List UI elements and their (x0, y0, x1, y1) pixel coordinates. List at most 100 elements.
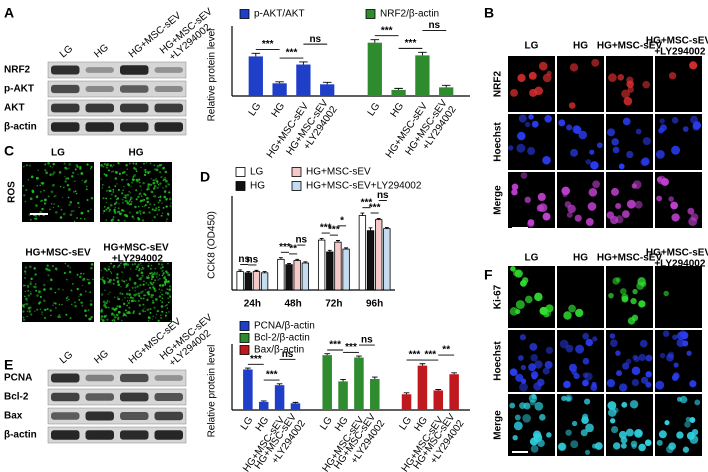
error-bar (246, 271, 251, 273)
micrograph-cell (162, 179, 165, 182)
micrograph-cell (166, 288, 169, 291)
micrograph-cell (109, 291, 111, 294)
micrograph-cell (117, 283, 121, 287)
micrograph-cell (71, 175, 74, 178)
micrograph-cell (137, 216, 139, 219)
micrograph-cell (163, 276, 166, 280)
micrograph-cell (139, 200, 142, 203)
micrograph-cell (152, 315, 154, 317)
micrograph-cell (130, 200, 133, 203)
micrograph-cell (144, 310, 147, 312)
significance-label: *** (409, 350, 421, 361)
micrograph-cell (588, 188, 598, 197)
error-bar (368, 227, 373, 231)
blot-band (85, 103, 114, 113)
error-bar (403, 392, 410, 395)
micrograph-cell (153, 203, 156, 206)
micrograph-cell (542, 367, 550, 375)
micrograph-cell (656, 195, 663, 202)
micrograph-cell (118, 264, 121, 267)
micrograph-cell (51, 265, 54, 268)
micrograph-cell (25, 273, 27, 275)
micrograph-cell (509, 307, 519, 316)
micrograph-cell (43, 288, 46, 291)
micrograph-cell (103, 315, 106, 318)
micrograph-cell (165, 311, 168, 314)
micrograph-cell (126, 193, 130, 197)
micrograph-cell (591, 443, 598, 449)
micrograph-cell (122, 302, 126, 306)
error-bar (327, 249, 332, 252)
micrograph-cell (537, 439, 545, 447)
micrograph-cell (621, 210, 630, 218)
micrograph-cell (686, 350, 692, 356)
micrograph-cell (105, 197, 108, 200)
micrograph-cell (124, 196, 126, 199)
blot-row-label: AKT (4, 103, 25, 114)
micrograph-cell (510, 266, 516, 272)
micrograph-cell (125, 279, 127, 282)
micrograph-cell (73, 210, 75, 212)
column-label: HG+MSC-sEV (597, 41, 663, 52)
micrograph-cell (66, 278, 68, 281)
micrograph-cell (582, 379, 589, 387)
micrograph-cell (100, 164, 103, 167)
lane-label: HG (92, 42, 111, 60)
legend-label: HG (250, 181, 265, 192)
micrograph-cell (36, 184, 38, 187)
significance-label: ns (309, 34, 321, 45)
micrograph-cell (152, 181, 156, 185)
micrograph-cell (613, 442, 621, 450)
micrograph-cell (664, 420, 670, 426)
micrograph-cell (143, 198, 146, 201)
micrograph-cell (39, 295, 42, 298)
bar (243, 369, 253, 410)
bar (293, 260, 301, 291)
lane-label: LG (58, 43, 75, 60)
micrograph-cell (126, 179, 128, 181)
micrograph-cell (29, 282, 32, 286)
micrograph-cell (128, 292, 132, 296)
micrograph-cell (123, 267, 125, 269)
blot-band (85, 85, 114, 93)
micrograph-cell (161, 301, 164, 304)
micrograph (100, 262, 172, 322)
micrograph-cell (566, 124, 573, 131)
panel-letter: E (4, 357, 13, 373)
micrograph-cell (165, 220, 168, 222)
blot-band (51, 103, 80, 113)
micrograph-cell (37, 169, 39, 171)
bar (338, 381, 348, 410)
micrograph-cell (24, 295, 26, 298)
bar (322, 355, 332, 410)
micrograph-cell (612, 277, 620, 285)
micrograph-cell (147, 275, 150, 277)
micrograph-cell (108, 265, 111, 268)
micrograph (22, 262, 94, 322)
micrograph-cell (105, 306, 108, 309)
micrograph-cell (655, 149, 665, 159)
micrograph-cell (50, 314, 52, 317)
micrograph-cell (168, 288, 171, 291)
micrograph-cell (140, 195, 143, 197)
micrograph-cell (136, 211, 139, 215)
micrograph-cell (154, 179, 156, 181)
micrograph-cell (592, 180, 600, 189)
micrograph-cell (159, 182, 162, 185)
micrograph-cell (160, 267, 163, 270)
micrograph-cell (162, 266, 164, 268)
micrograph-cell (110, 262, 112, 265)
micrograph-cell (115, 201, 118, 203)
micrograph-cell (54, 291, 57, 294)
micrograph-cell (34, 273, 37, 276)
legend-swatch (239, 9, 250, 19)
micrograph-cell (141, 274, 144, 277)
micrograph-cell (514, 414, 521, 421)
error-bar (418, 51, 427, 56)
significance-label: *** (369, 203, 381, 214)
micrograph-cell (146, 200, 150, 204)
micrograph-cell (123, 196, 125, 198)
micrograph-cell (671, 117, 679, 124)
micrograph-cell (575, 344, 585, 354)
